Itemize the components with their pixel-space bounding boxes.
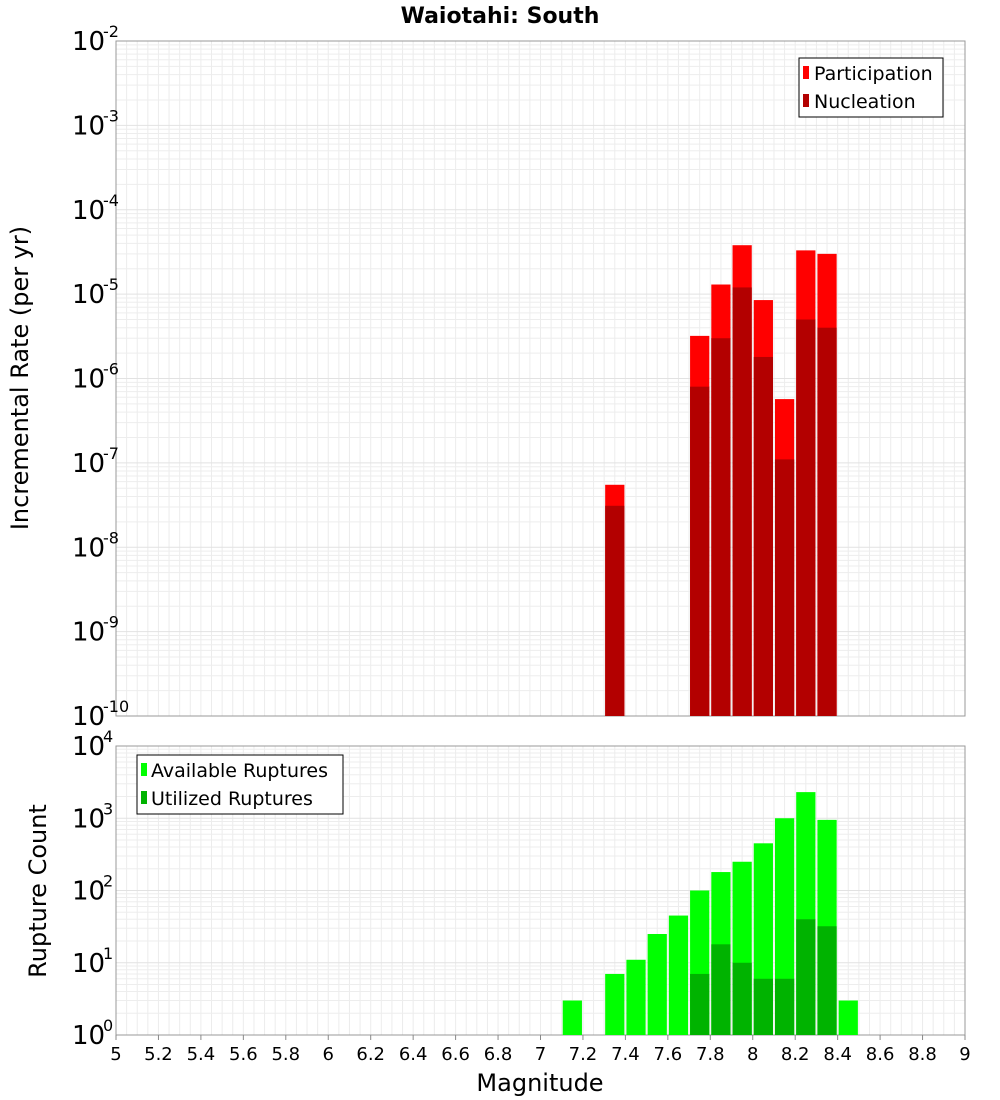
bottom-bar-available-ruptures <box>647 933 667 1035</box>
legend-swatch-participation <box>803 66 809 79</box>
top-plot-frame <box>115 40 966 717</box>
bottom-bar-utilized-ruptures <box>774 978 795 1035</box>
bottom-ytick-exponent: 3 <box>103 799 113 818</box>
bottom-bar-utilized-ruptures <box>732 962 752 1035</box>
top-ytick-label: 10 <box>72 533 105 563</box>
top-bar-nucleation <box>605 505 625 716</box>
x-tick-label: 5.8 <box>271 1044 300 1065</box>
bottom-bar-utilized-ruptures <box>753 978 773 1035</box>
legend-swatch-nucleation <box>803 94 809 107</box>
bottom-bar-available-ruptures <box>838 1000 858 1035</box>
bottom-legend-box <box>136 754 344 815</box>
x-tick-label: 6.6 <box>441 1044 470 1065</box>
bottom-bar-available-ruptures <box>605 973 625 1035</box>
legend-label-nucleation: Nucleation <box>814 91 916 113</box>
top-bar-nucleation <box>711 338 731 716</box>
x-tick-label: 9 <box>959 1044 970 1065</box>
top-ytick-label: 10 <box>72 449 105 479</box>
top-ytick-exponent: -6 <box>103 360 119 379</box>
x-tick-label: 6.2 <box>356 1044 385 1065</box>
bottom-y-axis-label: Rupture Count <box>24 804 52 978</box>
chart-title: Waiotahi: South <box>401 4 600 29</box>
bottom-ytick-exponent: 4 <box>103 727 113 746</box>
top-bar-nucleation <box>753 356 773 716</box>
top-y-axis-label: Incremental Rate (per yr) <box>6 226 34 530</box>
top-ytick-exponent: -10 <box>103 697 129 716</box>
top-legend-box <box>798 57 944 118</box>
bottom-ytick-exponent: 1 <box>103 944 113 963</box>
bottom-ytick-exponent: 2 <box>103 872 113 891</box>
top-ytick-exponent: -5 <box>103 275 119 294</box>
top-ytick-label: 10 <box>72 196 105 226</box>
top-ytick-label: 10 <box>72 27 105 57</box>
bottom-bar-available-ruptures <box>626 959 646 1035</box>
top-ytick-exponent: -7 <box>103 444 119 463</box>
x-axis-label: Magnitude <box>476 1069 603 1097</box>
x-tick-label: 8 <box>747 1044 758 1065</box>
top-bar-nucleation <box>690 386 710 716</box>
legend-swatch-available-ruptures <box>141 763 147 776</box>
top-legend: Participation Nucleation <box>798 57 944 118</box>
x-tick-label: 7.6 <box>654 1044 683 1065</box>
bottom-bar-utilized-ruptures <box>690 973 710 1035</box>
top-ytick-exponent: -4 <box>103 191 119 210</box>
top-ytick-exponent: -2 <box>103 22 119 41</box>
top-ytick-exponent: -8 <box>103 528 119 547</box>
top-bar-nucleation <box>732 287 752 716</box>
bottom-bar-utilized-ruptures <box>796 919 816 1035</box>
top-ytick-label: 10 <box>72 702 105 732</box>
legend-label-utilized-ruptures: Utilized Ruptures <box>151 788 313 810</box>
bottom-ytick-exponent: 0 <box>103 1016 113 1035</box>
top-ytick-exponent: -3 <box>103 106 119 125</box>
top-ytick-label: 10 <box>72 280 105 310</box>
bottom-bar-available-ruptures <box>668 915 689 1035</box>
top-bar-nucleation <box>796 319 816 716</box>
x-tick-label: 8.2 <box>781 1044 810 1065</box>
top-bar-nucleation <box>774 459 795 716</box>
x-tick-label: 6 <box>323 1044 334 1065</box>
legend-label-available-ruptures: Available Ruptures <box>151 760 328 782</box>
top-ytick-label: 10 <box>72 365 105 395</box>
x-tick-label: 8.8 <box>908 1044 937 1065</box>
x-tick-label: 5 <box>110 1044 121 1065</box>
x-tick-label: 7.4 <box>611 1044 640 1065</box>
bottom-ytick-label: 10 <box>72 732 105 762</box>
legend-swatch-utilized-ruptures <box>141 791 147 804</box>
bottom-legend: Available Ruptures Utilized Ruptures <box>136 754 344 815</box>
bottom-ytick-label: 10 <box>72 877 105 907</box>
bottom-bar-utilized-ruptures <box>711 944 731 1035</box>
x-tick-label: 8.4 <box>823 1044 852 1065</box>
top-ytick-label: 10 <box>72 111 105 141</box>
bottom-ytick-label: 10 <box>72 804 105 834</box>
legend-label-participation: Participation <box>814 63 933 85</box>
x-tick-label: 5.2 <box>144 1044 173 1065</box>
x-tick-label: 6.4 <box>399 1044 428 1065</box>
x-tick-label: 5.6 <box>229 1044 258 1065</box>
top-bar-nucleation <box>817 327 837 716</box>
x-tick-label: 8.6 <box>866 1044 895 1065</box>
x-tick-label: 6.8 <box>484 1044 513 1065</box>
bottom-ytick-label: 10 <box>72 1021 105 1051</box>
x-tick-label: 7.2 <box>569 1044 598 1065</box>
bottom-bar-utilized-ruptures <box>817 926 837 1035</box>
top-ytick-exponent: -9 <box>103 613 119 632</box>
x-tick-label: 5.4 <box>187 1044 216 1065</box>
bottom-ytick-label: 10 <box>72 949 105 979</box>
bottom-bar-available-ruptures <box>562 1000 582 1035</box>
x-tick-label: 7.8 <box>696 1044 725 1065</box>
x-tick-label: 7 <box>535 1044 546 1065</box>
top-ytick-label: 10 <box>72 618 105 648</box>
